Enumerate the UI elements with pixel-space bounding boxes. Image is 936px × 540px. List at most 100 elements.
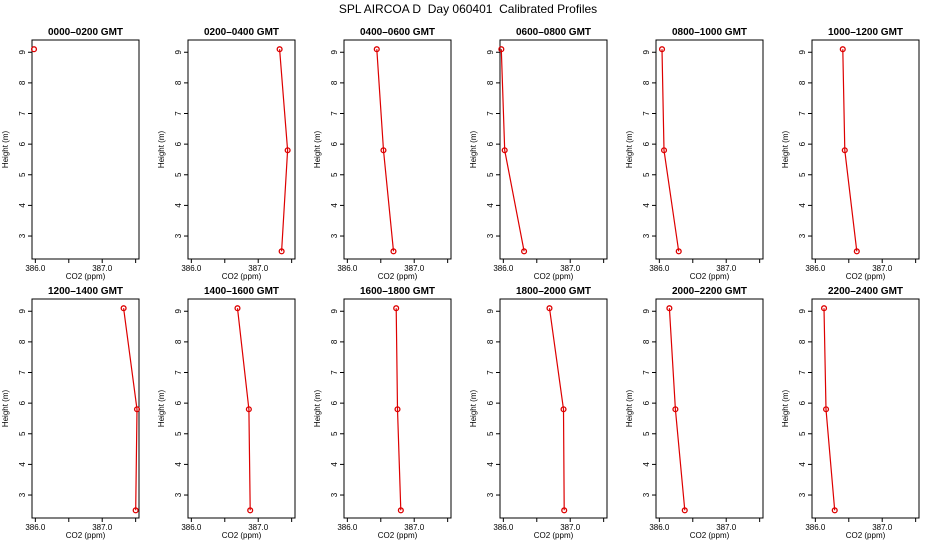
x-axis-label: CO2 (ppm) [534, 272, 574, 281]
y-tick-label: 5 [486, 431, 495, 436]
y-tick-label: 7 [798, 111, 807, 116]
x-tick-label: 386.0 [493, 264, 514, 273]
y-tick-label: 9 [486, 308, 495, 313]
y-tick-label: 3 [486, 492, 495, 497]
data-point [498, 46, 505, 53]
panel-title: 1400–1600 GMT [204, 286, 279, 297]
data-point [841, 147, 848, 154]
y-tick-label: 9 [642, 308, 651, 313]
y-tick-label: 9 [486, 49, 495, 54]
x-tick-label: 387.0 [248, 523, 269, 532]
y-tick-label: 7 [642, 111, 651, 116]
panel-title: 0000–0200 GMT [48, 27, 123, 38]
panel-title: 0200–0400 GMT [204, 27, 279, 38]
y-tick-label: 8 [798, 339, 807, 344]
y-tick-label: 5 [18, 172, 27, 177]
y-tick-label: 8 [330, 80, 339, 85]
y-tick-label: 6 [798, 141, 807, 146]
x-tick-label: 387.0 [92, 523, 113, 532]
profile-line [661, 49, 680, 252]
profile-line [668, 308, 686, 511]
x-tick-label: 386.0 [805, 523, 826, 532]
y-tick-label: 7 [18, 370, 27, 375]
profile-line [376, 49, 395, 252]
y-tick-label: 9 [798, 308, 807, 313]
profile-line [395, 308, 402, 511]
y-tick-label: 5 [330, 431, 339, 436]
y-tick-label: 7 [798, 370, 807, 375]
x-axis-label: CO2 (ppm) [690, 272, 730, 281]
data-point [660, 147, 668, 154]
y-tick-label: 4 [174, 462, 183, 467]
data-point [521, 248, 528, 255]
panel-title: 1600–1800 GMT [360, 286, 435, 297]
y-tick-label: 8 [642, 80, 651, 85]
x-axis-label: CO2 (ppm) [378, 272, 418, 281]
y-axis-label: Height (m) [313, 389, 322, 427]
y-tick-label: 8 [642, 339, 651, 344]
data-point [820, 305, 828, 312]
x-axis-label: CO2 (ppm) [534, 531, 574, 540]
y-tick-label: 8 [174, 339, 183, 344]
y-tick-label: 4 [174, 203, 183, 208]
x-tick-label: 387.0 [404, 264, 425, 273]
y-axis-label: Height (m) [625, 130, 634, 168]
y-tick-label: 7 [486, 111, 495, 116]
plot-frame [499, 298, 608, 519]
y-tick-label: 6 [330, 400, 339, 405]
y-tick-label: 7 [18, 111, 27, 116]
y-tick-label: 7 [174, 111, 183, 116]
y-axis-label: Height (m) [469, 130, 478, 168]
x-tick-label: 386.0 [25, 264, 46, 273]
y-axis-label: Height (m) [781, 130, 790, 168]
y-tick-label: 5 [174, 431, 183, 436]
panel-title: 0800–1000 GMT [672, 27, 747, 38]
x-tick-label: 386.0 [337, 264, 358, 273]
y-tick-label: 6 [798, 400, 807, 405]
x-tick-label: 387.0 [872, 264, 893, 273]
profile-line [236, 308, 251, 511]
y-tick-label: 6 [486, 400, 495, 405]
y-tick-label: 6 [174, 400, 183, 405]
y-tick-label: 4 [642, 462, 651, 467]
y-tick-label: 3 [330, 233, 339, 238]
y-tick-label: 5 [174, 172, 183, 177]
data-point [560, 406, 567, 413]
plot-frame [187, 39, 296, 260]
panel-title: 0600–0800 GMT [516, 27, 591, 38]
data-point [397, 507, 404, 514]
y-tick-label: 6 [18, 400, 27, 405]
y-tick-label: 4 [330, 203, 339, 208]
x-axis-label: CO2 (ppm) [378, 531, 418, 540]
data-point [546, 305, 553, 312]
data-point [681, 507, 688, 514]
plot-frame [31, 298, 140, 519]
data-point [822, 406, 830, 413]
data-point [561, 507, 568, 514]
x-tick-label: 387.0 [560, 264, 581, 273]
y-axis-label: Height (m) [625, 389, 634, 427]
data-point [247, 507, 254, 514]
y-tick-label: 9 [174, 308, 183, 313]
data-point [133, 406, 141, 413]
x-axis-label: CO2 (ppm) [846, 531, 886, 540]
plot-frame [655, 39, 764, 260]
x-tick-label: 386.0 [649, 523, 670, 532]
y-tick-label: 4 [798, 462, 807, 467]
x-axis-label: CO2 (ppm) [222, 531, 262, 540]
data-point [132, 507, 139, 514]
data-point [853, 248, 860, 255]
y-axis-label: Height (m) [313, 130, 322, 168]
data-point [380, 147, 387, 154]
y-tick-label: 4 [330, 462, 339, 467]
panel-title: 1800–2000 GMT [516, 286, 591, 297]
y-tick-label: 4 [18, 462, 27, 467]
x-tick-label: 386.0 [649, 264, 670, 273]
x-tick-label: 387.0 [716, 523, 737, 532]
y-tick-label: 7 [174, 370, 183, 375]
